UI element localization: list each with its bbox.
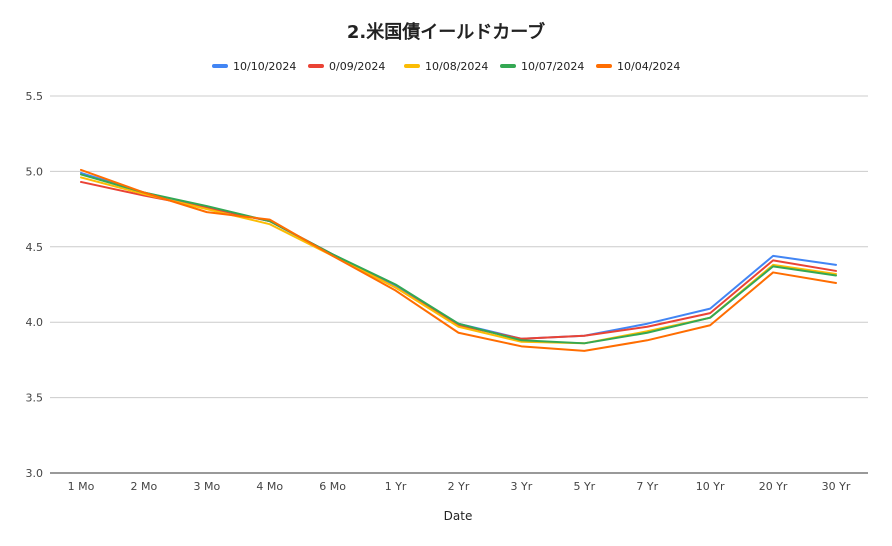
- x-tick-label: 20 Yr: [759, 480, 788, 493]
- legend-label: 10/07/2024: [521, 60, 584, 73]
- x-tick-label: 2 Yr: [448, 480, 470, 493]
- x-tick-label: 10 Yr: [696, 480, 725, 493]
- x-tick-label: 1 Yr: [385, 480, 407, 493]
- x-tick-label: 3 Yr: [511, 480, 533, 493]
- x-tick-label: 2 Mo: [131, 480, 158, 493]
- y-tick-label: 4.5: [26, 241, 44, 254]
- legend-label: 0/09/2024: [329, 60, 385, 73]
- series-line: [80, 176, 837, 345]
- y-tick-label: 5.5: [26, 90, 44, 103]
- x-tick-label: 4 Mo: [256, 480, 283, 493]
- x-axis-title: Date: [444, 509, 473, 523]
- legend-label: 10/10/2024: [233, 60, 296, 73]
- chart-title: 2.米国債イールドカーブ: [346, 22, 546, 43]
- y-tick-label: 4.0: [26, 316, 44, 329]
- series-line: [80, 173, 837, 345]
- x-tick-label: 3 Mo: [193, 480, 220, 493]
- x-tick-label: 7 Yr: [636, 480, 658, 493]
- y-tick-label: 5.0: [26, 165, 44, 178]
- x-tick-label: 30 Yr: [822, 480, 851, 493]
- y-tick-label: 3.0: [26, 467, 44, 480]
- legend-label: 10/08/2024: [425, 60, 488, 73]
- x-tick-label: 5 Yr: [573, 480, 595, 493]
- y-tick-label: 3.5: [26, 392, 44, 405]
- x-tick-label: 1 Mo: [68, 480, 95, 493]
- x-tick-label: 6 Mo: [319, 480, 346, 493]
- legend-label: 10/04/2024: [617, 60, 680, 73]
